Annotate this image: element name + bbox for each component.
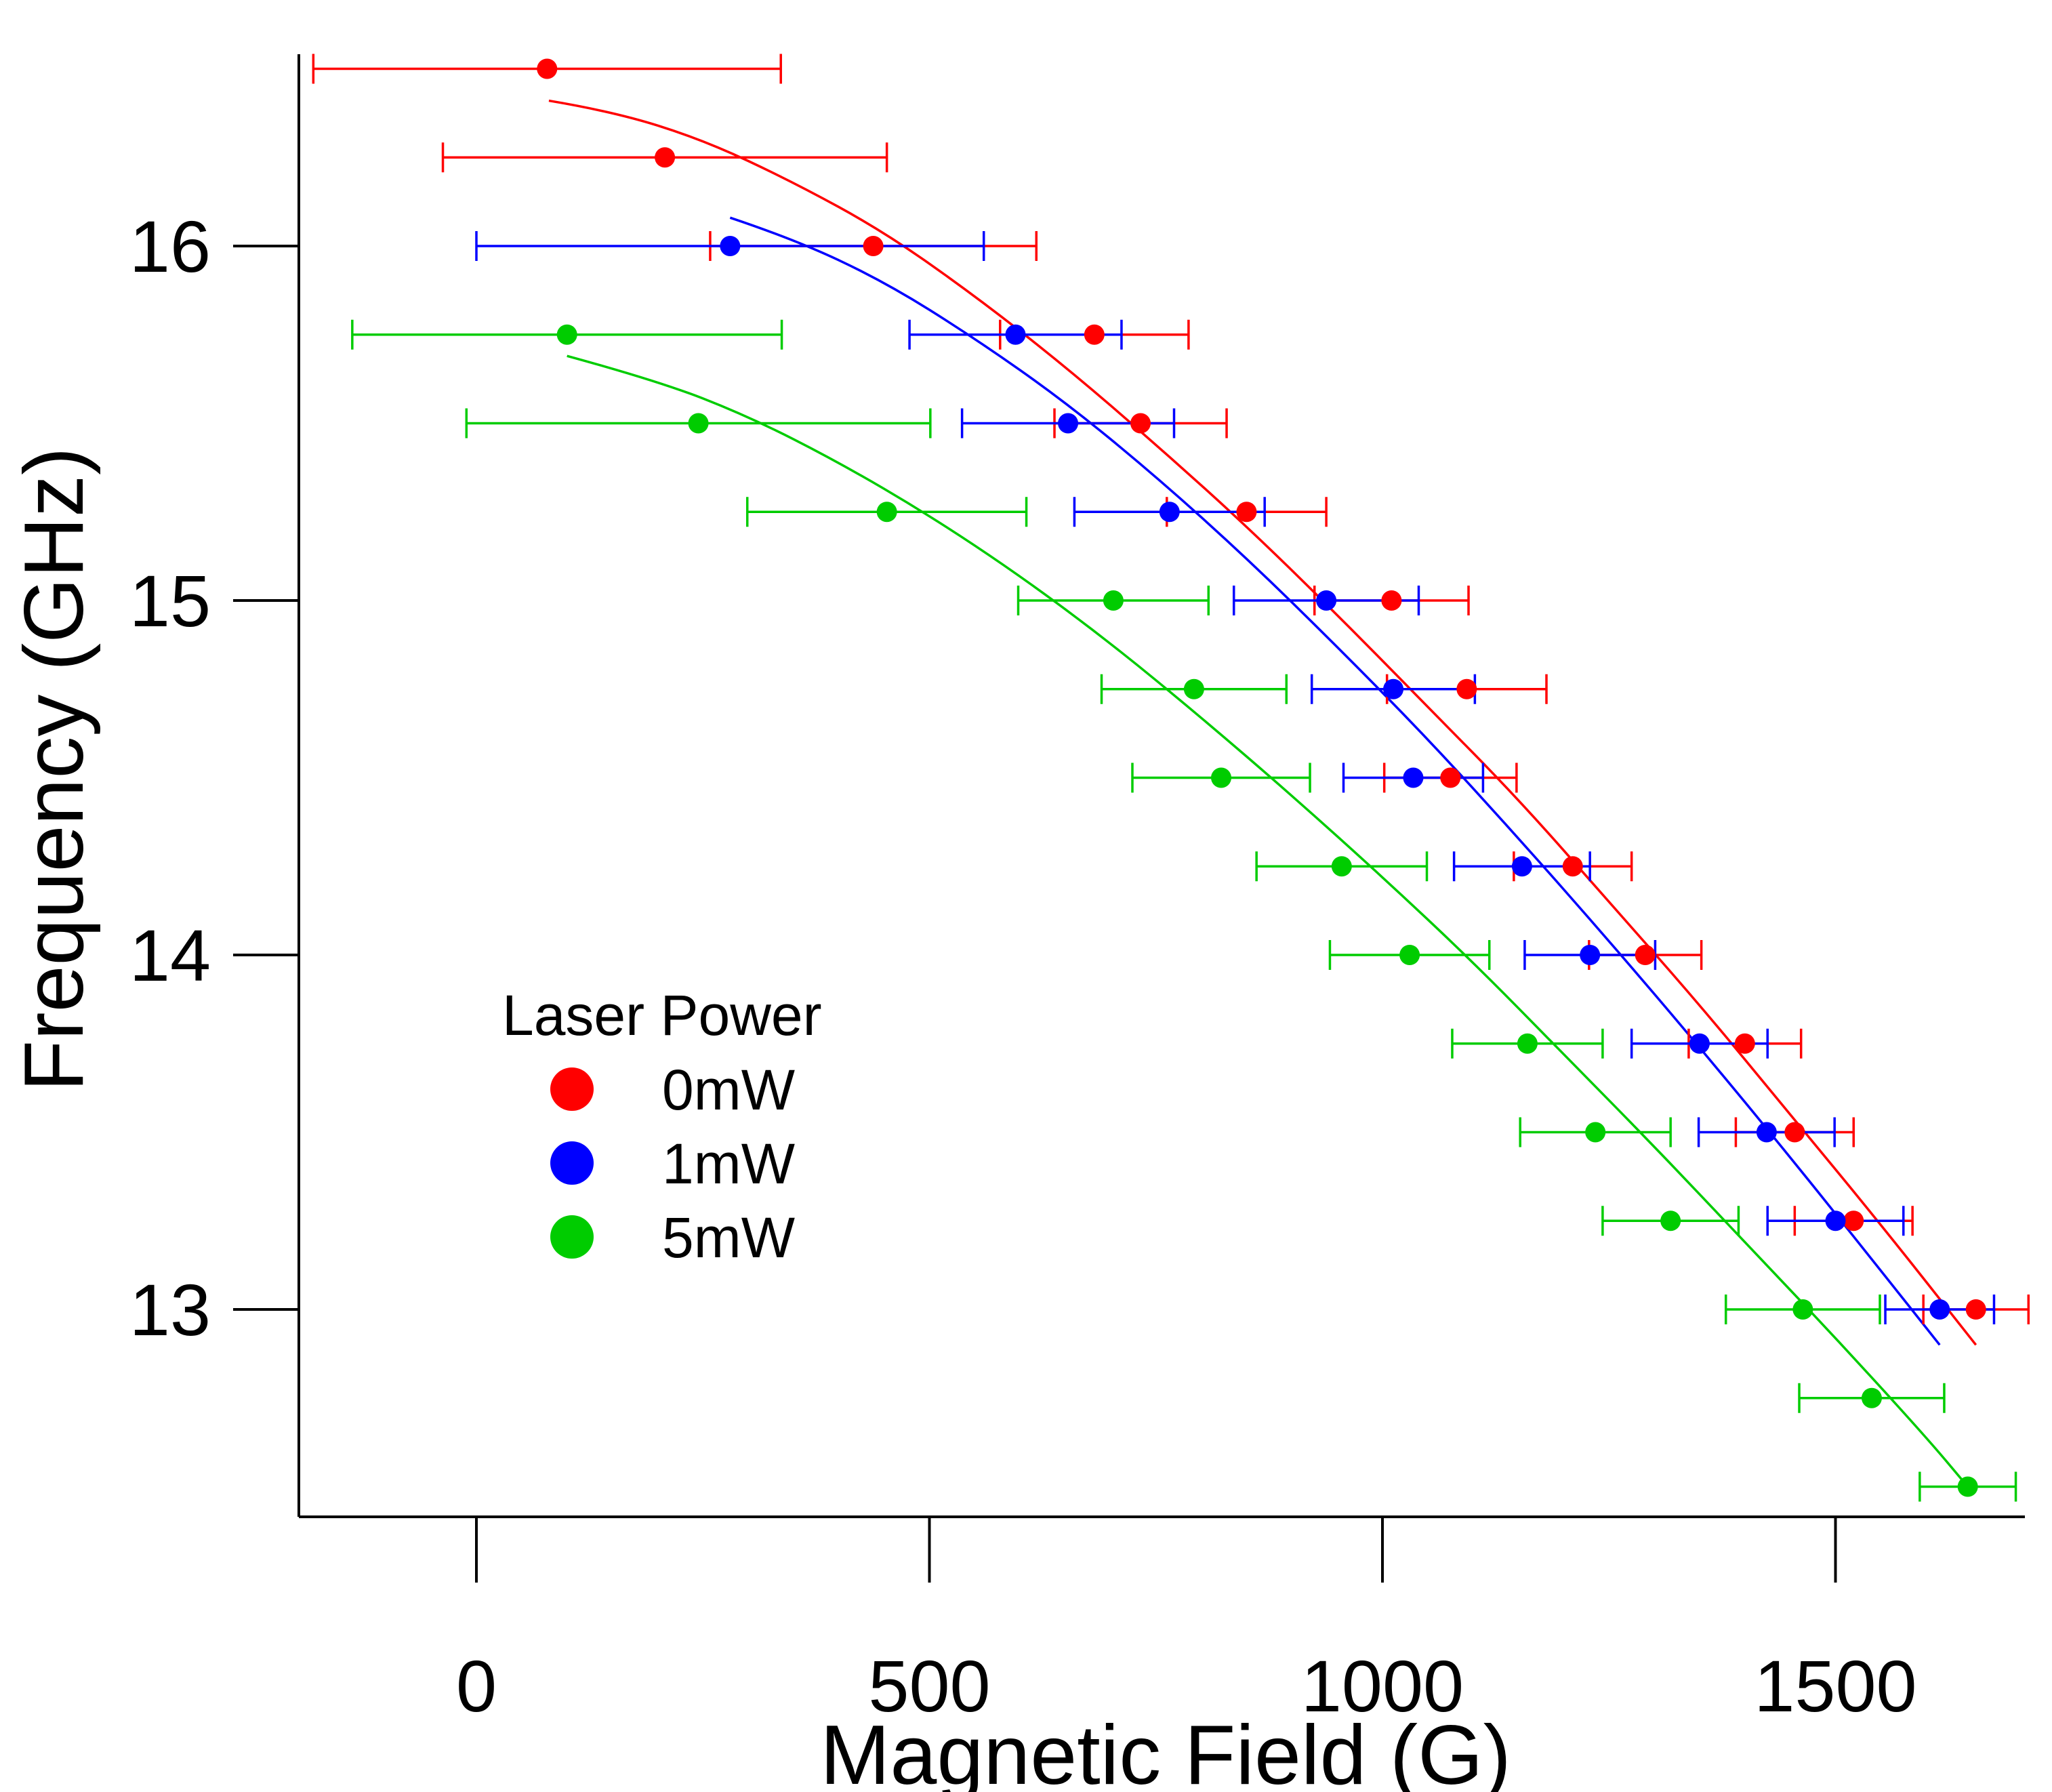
- data-point-1mw-6: [1403, 767, 1424, 788]
- y-tick-label-15: 15: [129, 560, 211, 642]
- data-point-5mw-12: [1861, 1387, 1882, 1408]
- data-point-5mw-4: [1183, 678, 1204, 699]
- y-tick-label-13: 13: [129, 1269, 211, 1351]
- data-point-0mw-5: [1236, 502, 1257, 523]
- x-axis-title: Magnetic Field (G): [820, 1709, 1511, 1792]
- data-point-0mw-9: [1562, 856, 1583, 877]
- axes: 0 500 1000 1500 13 14 15 16: [129, 54, 2025, 1727]
- legend-marker-1mw: [550, 1141, 594, 1185]
- data-point-0mw-2: [863, 236, 884, 256]
- data-point-5mw-5: [1211, 767, 1232, 788]
- data-point-0mw-10: [1635, 945, 1656, 965]
- x-ticks: 0 500 1000 1500: [456, 1517, 1917, 1727]
- legend-label-1mw: 1mW: [662, 1132, 795, 1196]
- fit-curve-1mw: [729, 216, 1941, 1346]
- x-tick-label-1000: 1000: [1301, 1645, 1464, 1727]
- legend-label-0mw: 0mW: [662, 1058, 795, 1122]
- data-point-1mw-0: [720, 236, 741, 256]
- data-point-0mw-1: [655, 147, 676, 168]
- data-point-1mw-3: [1159, 502, 1180, 523]
- data-point-5mw-0: [556, 324, 577, 345]
- y-axis-title: Frequency (GHz): [7, 447, 101, 1092]
- data-point-0mw-7: [1456, 678, 1477, 699]
- y-tick-label-14: 14: [129, 914, 211, 996]
- data-point-5mw-8: [1517, 1033, 1538, 1054]
- data-point-5mw-6: [1331, 856, 1352, 877]
- data-point-5mw-9: [1585, 1122, 1606, 1143]
- data-point-1mw-7: [1511, 856, 1532, 877]
- data-point-5mw-10: [1660, 1210, 1681, 1231]
- data-point-5mw-11: [1792, 1299, 1813, 1320]
- data-point-1mw-10: [1756, 1122, 1777, 1143]
- data-point-5mw-3: [1103, 590, 1124, 611]
- data-point-5mw-7: [1399, 945, 1420, 965]
- legend-title: Laser Power: [502, 983, 822, 1047]
- data-point-1mw-9: [1689, 1033, 1710, 1054]
- data-point-0mw-6: [1381, 590, 1402, 611]
- x-tick-label-500: 500: [868, 1645, 990, 1727]
- data-point-0mw-11: [1734, 1033, 1755, 1054]
- data-point-5mw-1: [688, 413, 709, 434]
- data-point-0mw-8: [1440, 767, 1461, 788]
- legend-label-5mw: 5mW: [662, 1206, 795, 1269]
- data-point-0mw-13: [1843, 1210, 1864, 1231]
- error-bars: [312, 54, 2030, 1502]
- data-points: [537, 58, 1986, 1497]
- data-point-1mw-8: [1580, 945, 1601, 965]
- data-point-1mw-2: [1058, 413, 1079, 434]
- y-ticks: 13 14 15 16: [129, 205, 299, 1351]
- data-point-0mw-0: [537, 58, 558, 79]
- y-tick-label-16: 16: [129, 205, 211, 287]
- data-point-1mw-11: [1825, 1210, 1846, 1231]
- data-point-0mw-12: [1784, 1122, 1805, 1143]
- data-point-5mw-2: [876, 502, 897, 523]
- data-point-0mw-4: [1130, 413, 1151, 434]
- data-point-1mw-5: [1383, 678, 1404, 699]
- data-point-0mw-14: [1965, 1299, 1986, 1320]
- legend: Laser Power 0mW 1mW 5mW: [502, 983, 822, 1269]
- x-tick-label-0: 0: [456, 1645, 497, 1727]
- data-point-1mw-1: [1005, 324, 1026, 345]
- x-tick-label-1500: 1500: [1754, 1645, 1916, 1727]
- fit-curve-5mw: [567, 354, 1969, 1488]
- data-point-1mw-4: [1316, 590, 1337, 611]
- fit-curves: [548, 99, 1977, 1488]
- legend-marker-5mw: [550, 1215, 594, 1259]
- fit-curve-0mw: [548, 99, 1977, 1346]
- data-point-5mw-13: [1957, 1476, 1978, 1497]
- legend-items: 0mW 1mW 5mW: [550, 1058, 795, 1269]
- legend-marker-0mw: [550, 1067, 594, 1111]
- data-point-1mw-12: [1929, 1299, 1950, 1320]
- data-point-0mw-3: [1084, 324, 1105, 345]
